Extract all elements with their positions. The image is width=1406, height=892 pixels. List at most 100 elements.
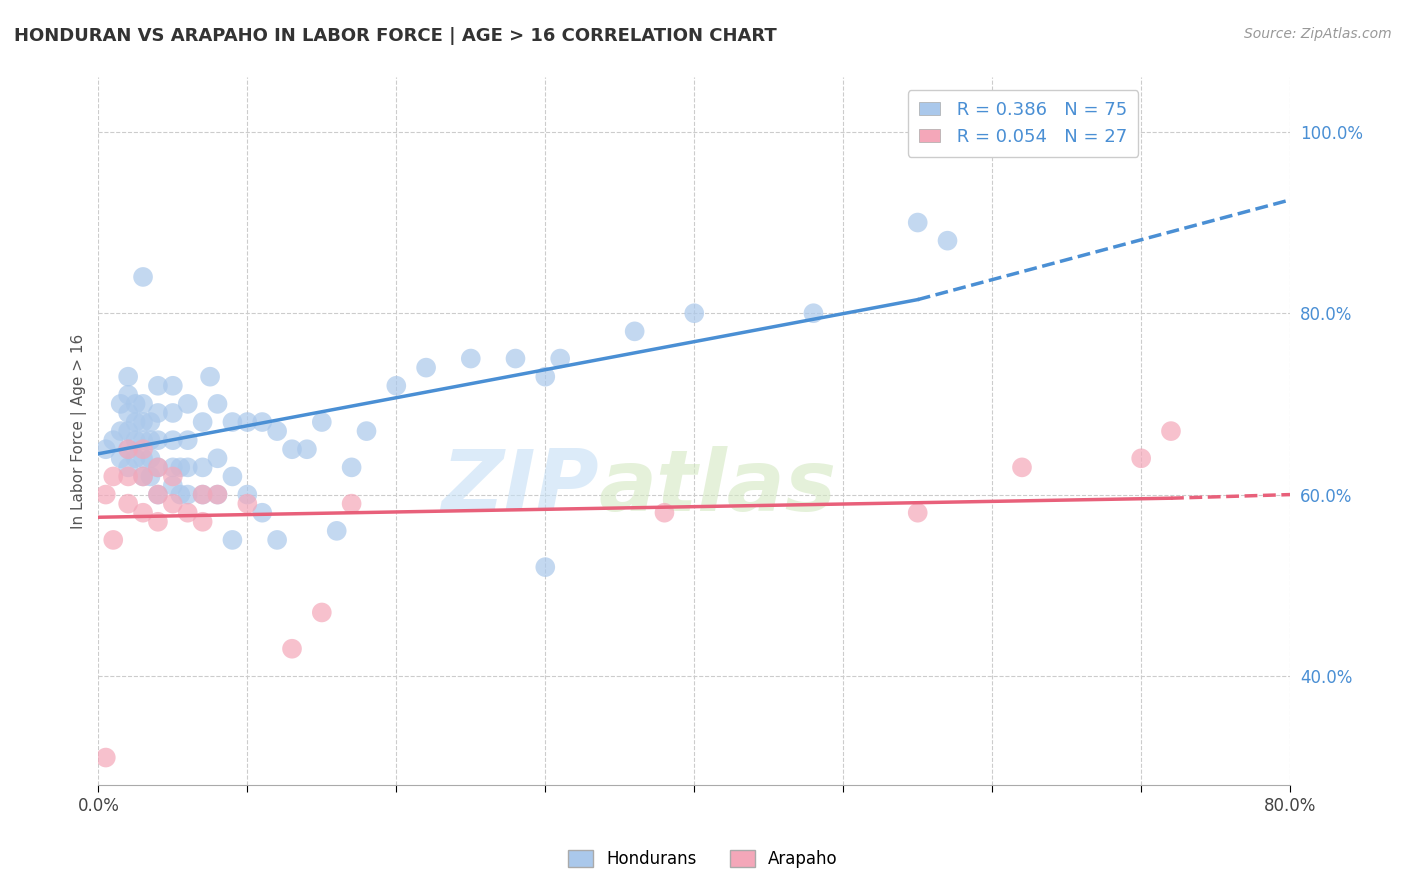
- Point: [94, 442, 117, 457]
- Point: [198, 369, 221, 384]
- Point: [191, 487, 214, 501]
- Point: [252, 415, 274, 429]
- Point: [221, 533, 243, 547]
- Point: [207, 487, 229, 501]
- Point: [385, 378, 408, 392]
- Point: [207, 451, 229, 466]
- Point: [207, 487, 229, 501]
- Point: [266, 533, 288, 547]
- Point: [146, 460, 169, 475]
- Point: [340, 497, 363, 511]
- Point: [295, 442, 318, 457]
- Point: [146, 433, 169, 447]
- Point: [534, 369, 557, 384]
- Point: [169, 460, 191, 475]
- Point: [103, 533, 125, 547]
- Point: [221, 415, 243, 429]
- Point: [1130, 451, 1153, 466]
- Point: [252, 506, 274, 520]
- Point: [124, 415, 146, 429]
- Point: [191, 487, 214, 501]
- Point: [139, 469, 162, 483]
- Point: [132, 442, 155, 457]
- Point: [340, 460, 363, 475]
- Point: [548, 351, 571, 366]
- Point: [139, 433, 162, 447]
- Point: [146, 515, 169, 529]
- Point: [683, 306, 706, 320]
- Point: [177, 397, 200, 411]
- Point: [162, 497, 184, 511]
- Point: [169, 487, 191, 501]
- Point: [117, 406, 139, 420]
- Point: [94, 487, 117, 501]
- Point: [117, 460, 139, 475]
- Legend:  R = 0.386   N = 75,  R = 0.054   N = 27: R = 0.386 N = 75, R = 0.054 N = 27: [908, 90, 1137, 157]
- Point: [124, 397, 146, 411]
- Point: [162, 469, 184, 483]
- Point: [325, 524, 347, 538]
- Point: [132, 469, 155, 483]
- Point: [103, 433, 125, 447]
- Point: [124, 433, 146, 447]
- Point: [146, 487, 169, 501]
- Point: [117, 442, 139, 457]
- Point: [117, 424, 139, 438]
- Point: [103, 469, 125, 483]
- Point: [1011, 460, 1033, 475]
- Point: [460, 351, 482, 366]
- Point: [132, 415, 155, 429]
- Legend: Hondurans, Arapaho: Hondurans, Arapaho: [561, 843, 845, 875]
- Point: [117, 497, 139, 511]
- Point: [177, 487, 200, 501]
- Text: atlas: atlas: [599, 446, 837, 529]
- Point: [191, 515, 214, 529]
- Point: [110, 451, 132, 466]
- Point: [415, 360, 437, 375]
- Point: [162, 406, 184, 420]
- Point: [266, 424, 288, 438]
- Point: [132, 433, 155, 447]
- Point: [146, 378, 169, 392]
- Point: [207, 397, 229, 411]
- Point: [162, 433, 184, 447]
- Point: [311, 415, 333, 429]
- Point: [117, 388, 139, 402]
- Point: [1160, 424, 1182, 438]
- Point: [236, 497, 259, 511]
- Point: [132, 506, 155, 520]
- Text: ZIP: ZIP: [441, 446, 599, 529]
- Point: [146, 460, 169, 475]
- Point: [162, 378, 184, 392]
- Y-axis label: In Labor Force | Age > 16: In Labor Force | Age > 16: [72, 334, 87, 529]
- Point: [221, 469, 243, 483]
- Point: [177, 460, 200, 475]
- Point: [110, 397, 132, 411]
- Point: [177, 433, 200, 447]
- Point: [505, 351, 527, 366]
- Point: [177, 506, 200, 520]
- Point: [191, 415, 214, 429]
- Point: [236, 487, 259, 501]
- Point: [110, 424, 132, 438]
- Point: [132, 397, 155, 411]
- Point: [117, 442, 139, 457]
- Point: [534, 560, 557, 574]
- Point: [236, 415, 259, 429]
- Point: [117, 369, 139, 384]
- Point: [162, 460, 184, 475]
- Text: Source: ZipAtlas.com: Source: ZipAtlas.com: [1244, 27, 1392, 41]
- Point: [132, 269, 155, 284]
- Point: [623, 324, 645, 338]
- Point: [311, 606, 333, 620]
- Point: [124, 451, 146, 466]
- Point: [356, 424, 378, 438]
- Point: [936, 234, 959, 248]
- Point: [281, 641, 304, 656]
- Point: [803, 306, 825, 320]
- Point: [281, 442, 304, 457]
- Point: [162, 478, 184, 492]
- Point: [907, 506, 929, 520]
- Point: [146, 406, 169, 420]
- Point: [117, 469, 139, 483]
